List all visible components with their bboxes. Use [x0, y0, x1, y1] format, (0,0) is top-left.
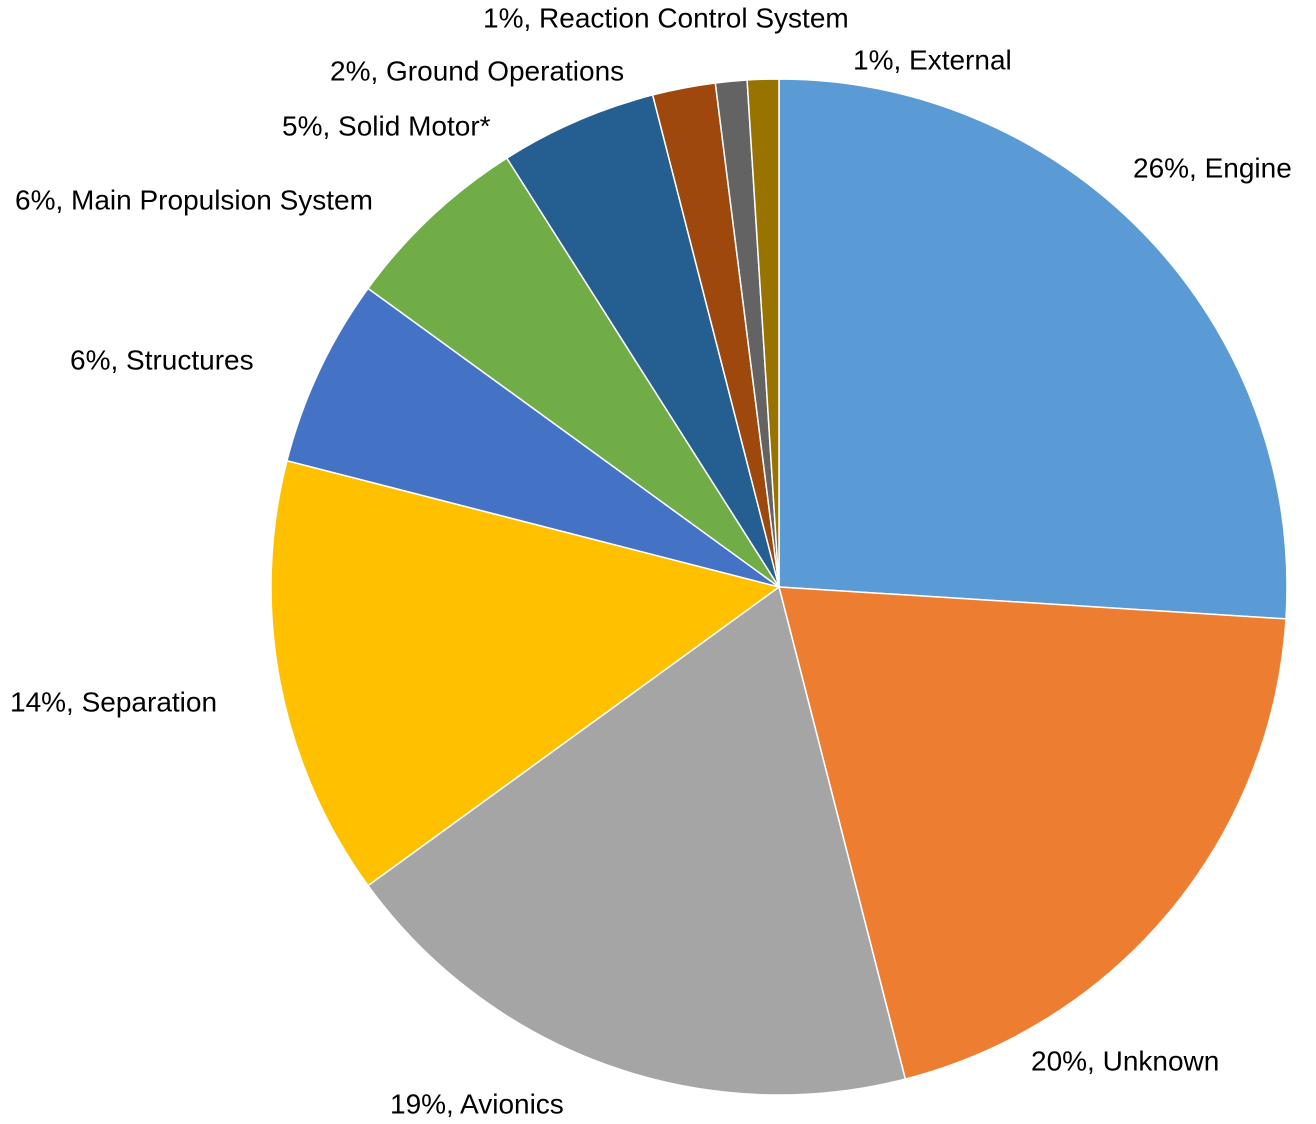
- data-label: 1%, External: [853, 44, 1012, 75]
- data-label: 26%, Engine: [1133, 152, 1292, 183]
- pie-slice: [746, 78, 780, 588]
- data-label: 20%, Unknown: [1031, 1045, 1219, 1076]
- data-label: 6%, Main Propulsion System: [15, 184, 373, 215]
- pie-slice: [366, 157, 780, 588]
- pie-slice: [286, 287, 780, 588]
- data-label: 5%, Solid Motor*: [282, 110, 491, 141]
- data-label: 14%, Separation: [10, 686, 217, 717]
- pie-slice: [366, 585, 907, 1096]
- pie-slice: [505, 94, 780, 588]
- data-label: 2%, Ground Operations: [330, 55, 624, 86]
- data-label: 1%, Reaction Control System: [483, 2, 849, 33]
- pie-slice: [270, 459, 781, 887]
- pie-slice: [778, 586, 1287, 1080]
- data-label: 6%, Structures: [70, 344, 254, 375]
- pie-slice: [778, 78, 1288, 620]
- data-label: 19%, Avionics: [390, 1088, 564, 1119]
